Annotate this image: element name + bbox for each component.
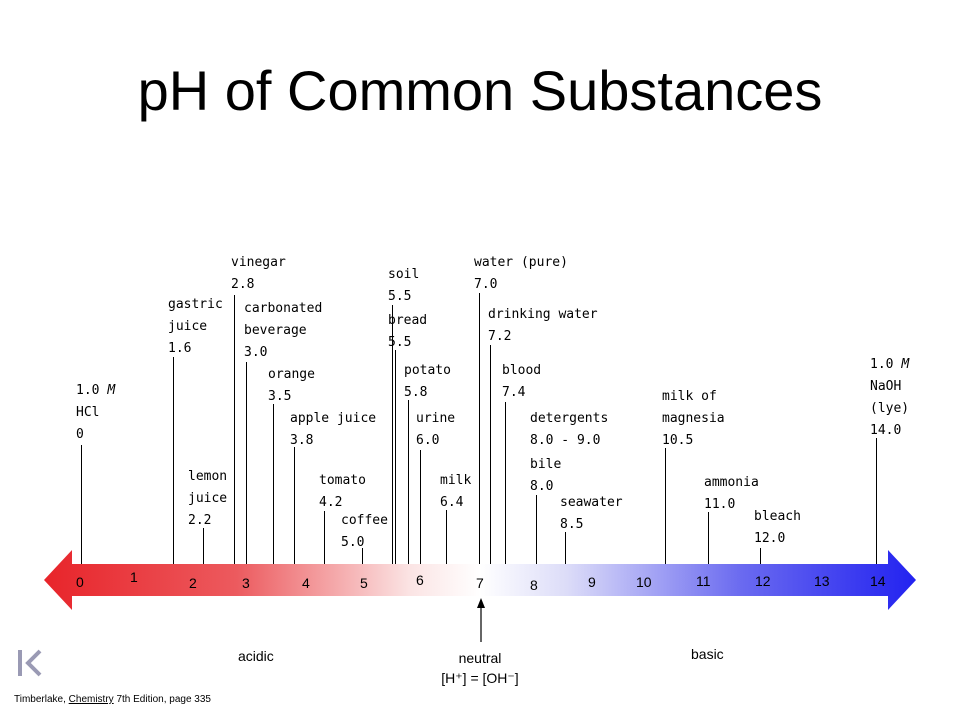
- region-neutral: neutral [H⁺] = [OH⁻]: [410, 648, 550, 688]
- neutral-label: neutral: [458, 650, 502, 666]
- tick-bread: [395, 350, 396, 565]
- tick-carbonated-beverage: [246, 362, 247, 565]
- label-seawater: seawater 8.5: [560, 495, 623, 532]
- page-title: pH of Common Substances: [137, 59, 823, 122]
- tick-water-pure: [479, 293, 480, 565]
- label-tomato: tomato 4.2: [319, 473, 366, 510]
- label-milk-of-magnesia: milk of magnesia 10.5: [662, 389, 725, 448]
- tick-bile: [536, 495, 537, 565]
- scale-number-8: 8: [530, 577, 538, 593]
- tick-lemon-juice: [203, 528, 204, 565]
- tick-vinegar: [234, 295, 235, 565]
- scale-number-6: 6: [416, 572, 424, 588]
- scale-number-4: 4: [302, 575, 310, 591]
- label-drinking-water: drinking water 7.2: [488, 307, 598, 344]
- neutral-formula: [H⁺] = [OH⁻]: [441, 670, 519, 686]
- label-potato: potato 5.8: [404, 363, 451, 400]
- tick-ammonia: [708, 512, 709, 565]
- source-credit: Timberlake, Chemistry 7th Edition, page …: [14, 694, 211, 705]
- label-carbonated-beverage: carbonated beverage 3.0: [244, 301, 323, 360]
- label-naoh: 1.0 M NaOH (lye) 14.0: [870, 357, 910, 438]
- tick-gastric-juice: [173, 357, 174, 565]
- tick-orange: [273, 404, 274, 565]
- tick-tomato: [324, 511, 325, 565]
- tick-potato: [408, 400, 409, 565]
- label-bread: bread 5.5: [388, 313, 428, 350]
- scale-number-14: 14: [870, 573, 886, 589]
- scale-number-1: 1: [130, 569, 138, 585]
- region-acidic: acidic: [238, 648, 274, 664]
- label-coffee: coffee 5.0: [341, 513, 388, 550]
- scale-number-2: 2: [189, 575, 197, 591]
- tick-blood: [505, 402, 506, 565]
- label-urine: urine 6.0: [416, 411, 456, 448]
- tick-seawater: [565, 532, 566, 565]
- scale-number-0: 0: [76, 574, 84, 590]
- label-bleach: bleach 12.0: [754, 509, 801, 546]
- label-ammonia: ammonia 11.0: [704, 475, 759, 512]
- tick-apple-juice: [294, 447, 295, 565]
- label-orange: orange 3.5: [268, 367, 315, 404]
- label-hcl: 1.0 M HCl 0: [76, 383, 116, 442]
- tick-bleach: [760, 548, 761, 565]
- tick-naoh: [876, 438, 877, 565]
- label-apple-juice: apple juice 3.8: [290, 411, 377, 448]
- tick-drinking-water: [490, 345, 491, 565]
- scale-number-13: 13: [814, 573, 830, 589]
- label-bile: bile 8.0: [530, 457, 562, 494]
- scale-number-5: 5: [360, 575, 368, 591]
- scale-number-12: 12: [755, 573, 771, 589]
- tick-urine: [420, 450, 421, 565]
- tick-soil: [392, 305, 393, 565]
- book-link[interactable]: Chemistry: [68, 694, 114, 705]
- label-water-pure: water (pure) 7.0: [474, 255, 568, 292]
- label-detergents: detergents 8.0 - 9.0: [530, 411, 609, 448]
- scale-number-7: 7: [476, 575, 484, 591]
- region-basic: basic: [691, 646, 724, 662]
- label-vinegar: vinegar 2.8: [231, 255, 286, 292]
- label-gastric-juice: gastric juice 1.6: [168, 297, 223, 356]
- label-milk: milk 6.4: [440, 473, 472, 510]
- tick-coffee: [362, 548, 363, 565]
- label-soil: soil 5.5: [388, 267, 420, 304]
- label-blood: blood 7.4: [502, 363, 542, 400]
- label-lemon-juice: lemon juice 2.2: [188, 469, 228, 528]
- scale-number-9: 9: [588, 574, 596, 590]
- tick-hcl: [81, 445, 82, 565]
- first-slide-icon[interactable]: [18, 648, 46, 678]
- tick-milk-of-magnesia: [665, 448, 666, 565]
- scale-number-11: 11: [696, 573, 711, 589]
- tick-milk: [446, 510, 447, 565]
- scale-number-3: 3: [242, 575, 250, 591]
- scale-number-10: 10: [636, 574, 652, 590]
